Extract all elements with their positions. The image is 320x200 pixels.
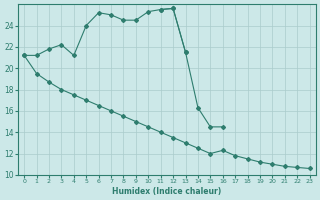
X-axis label: Humidex (Indice chaleur): Humidex (Indice chaleur)	[112, 187, 221, 196]
